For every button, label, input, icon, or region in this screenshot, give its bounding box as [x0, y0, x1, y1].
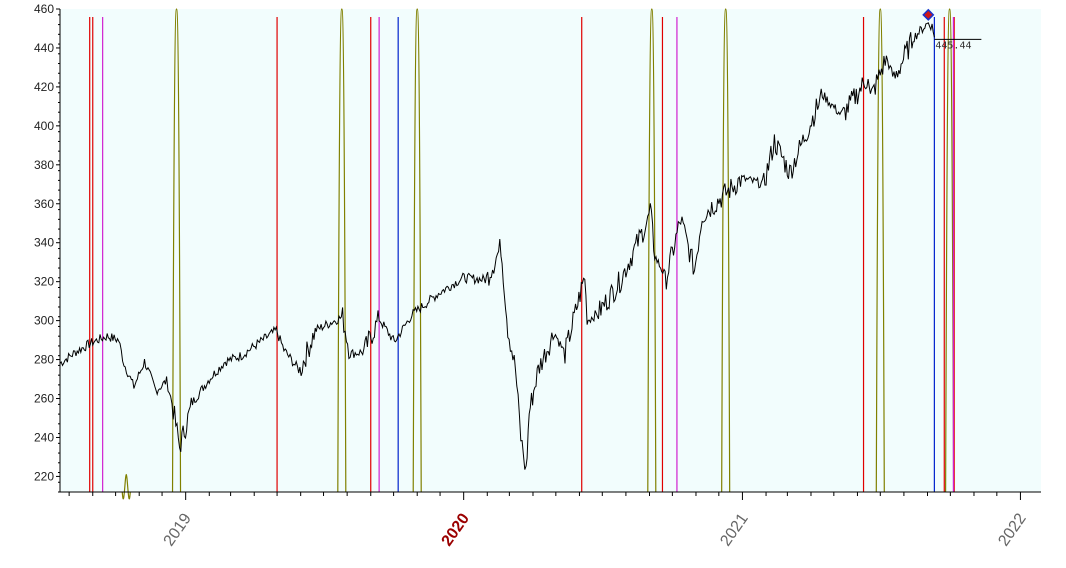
y-tick-label: 220	[34, 469, 54, 483]
y-tick-label: 440	[34, 41, 54, 55]
olive-peak	[121, 473, 131, 500]
y-tick-label: 280	[34, 353, 54, 367]
x-tick-label: 2019	[161, 510, 195, 549]
olive-peak	[337, 8, 347, 493]
y-tick-label: 400	[34, 119, 54, 133]
y-tick-label: 240	[34, 430, 54, 444]
olive-peak	[945, 8, 955, 493]
last-value-marker: 445.44	[922, 8, 982, 51]
x-tick-label: 2022	[995, 510, 1029, 549]
y-tick-label: 380	[34, 158, 54, 172]
y-tick-label: 320	[34, 275, 54, 289]
x-tick-label: 2021	[717, 510, 751, 549]
olive-peak	[647, 8, 657, 493]
plot-background	[60, 9, 1041, 492]
price-line	[59, 22, 935, 470]
olive-peak	[171, 8, 182, 493]
y-tick-label: 260	[34, 392, 54, 406]
peak-diamond-marker	[922, 8, 935, 21]
olive-peak	[875, 8, 885, 493]
y-tick-label: 360	[34, 197, 54, 211]
y-tick-label: 460	[34, 2, 54, 16]
olive-peak	[721, 8, 731, 493]
y-tick-label: 340	[34, 236, 54, 250]
olive-cycle-curves	[121, 8, 955, 500]
x-tick-label: 2020	[439, 510, 473, 549]
price-series	[59, 22, 935, 470]
y-tick-label: 300	[34, 314, 54, 328]
olive-peak	[412, 8, 422, 493]
y-tick-label: 420	[34, 80, 54, 94]
last-value-label: 445.44	[935, 40, 971, 51]
vertical-marker-lines	[89, 17, 955, 492]
